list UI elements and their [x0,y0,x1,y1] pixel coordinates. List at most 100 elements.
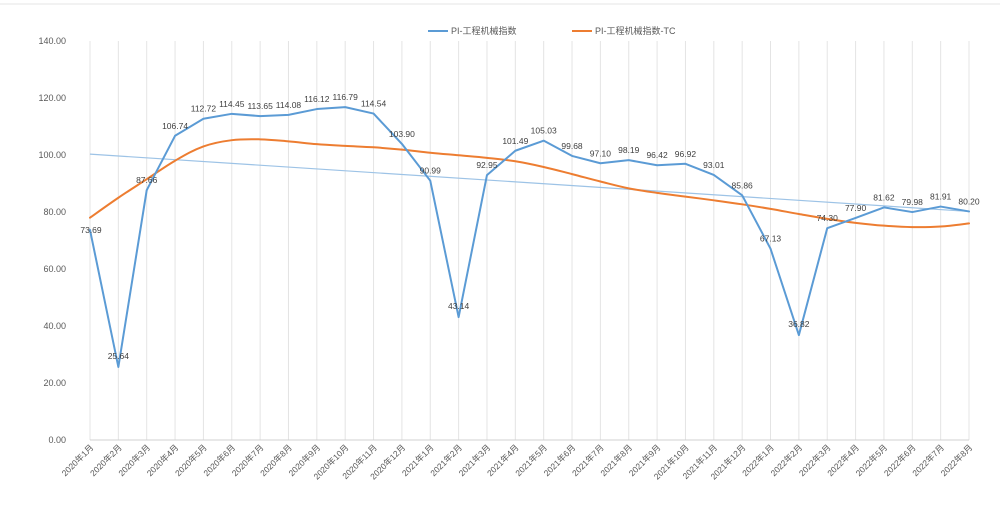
data-label: 43.14 [448,301,470,311]
series-1-point-24 [769,208,772,210]
series-1-point-26 [826,218,829,220]
data-label: 81.91 [930,192,952,202]
series-0-point-11 [401,143,403,145]
series-0-point-29 [911,211,914,213]
data-label: 106.74 [162,121,188,131]
series-0-point-15 [514,149,517,152]
y-tick-label: 140.00 [38,36,66,46]
series-1-point-27 [854,222,857,224]
series-0-point-30 [939,205,942,208]
y-tick-label: 120.00 [38,93,66,103]
series-0-point-26 [826,227,829,230]
y-tick-label: 60.00 [43,264,66,274]
series-0-point-2 [145,189,148,191]
y-tick-label: 80.00 [43,207,66,217]
series-1-point-9 [344,145,346,147]
vertical-gridlines [89,41,970,441]
series-0-point-24 [769,247,772,250]
series-0-point-1 [117,366,120,368]
data-label: 114.45 [219,99,245,109]
y-tick-label: 20.00 [43,378,66,388]
data-label: 79.98 [902,197,924,207]
data-label: 92.95 [476,160,498,170]
data-label: 99.68 [561,141,583,151]
series-0-point-28 [883,206,885,209]
data-label: 97.10 [590,148,612,158]
y-tick-label: 100.00 [38,150,66,160]
series-1-point-6 [259,138,261,141]
series-0-point-7 [287,114,290,116]
data-label: 67.13 [760,234,782,244]
series-1-point-25 [798,213,800,215]
series-1-point-13 [457,154,460,157]
data-label: 73.69 [80,225,102,235]
series-0-point-23 [741,194,743,197]
series-1-point-4 [202,145,205,148]
series-1-point-22 [713,199,715,202]
series-0-point-31 [968,210,970,213]
series-1-point-5 [230,139,233,141]
series-1-point-31 [968,222,970,225]
series-0-point-10 [372,112,375,115]
data-label: 77.90 [845,203,867,213]
data-label: 87.66 [136,175,158,185]
series-1-point-3 [174,159,176,162]
series-0-point-22 [713,174,715,176]
series-line-0 [89,106,970,368]
series-0-point-16 [542,139,545,142]
y-tick-label: 0.00 [48,435,66,445]
series-1-point-7 [287,140,290,143]
series-0-point-14 [486,174,488,176]
y-tick-label: 40.00 [43,321,66,331]
data-label: 74.30 [817,213,839,223]
series-1-point-18 [599,180,602,183]
data-label: 112.72 [191,104,217,114]
series-1-point-30 [939,225,942,228]
series-1-point-14 [486,157,488,159]
data-label: 114.08 [276,100,302,110]
data-label: 116.12 [304,94,330,104]
series-0-point-8 [316,108,318,110]
legend-label-0: PI-工程机械指数 [451,25,517,36]
data-label: 113.65 [247,101,273,111]
series-1-point-10 [372,146,375,149]
series-0-point-27 [854,217,857,219]
series-0-point-0 [89,229,91,231]
series-0-point-19 [627,159,630,161]
series-0-point-20 [656,164,658,167]
data-label: 36.82 [788,319,810,329]
data-label: 81.62 [873,192,895,202]
series-1-point-16 [542,166,545,168]
series-1-point-8 [316,143,318,145]
data-label: 114.54 [361,99,387,109]
series-1-point-29 [911,226,914,228]
series-1-point-12 [429,151,432,154]
series-1-point-2 [145,178,148,181]
linear-trendline [89,153,970,213]
series-1-point-1 [117,196,120,199]
series-1-point-28 [883,224,885,227]
data-label: 101.49 [502,136,528,146]
series-0-point-5 [230,113,233,115]
data-label: 90.99 [420,166,442,176]
data-label: 85.86 [732,180,754,190]
series-0-point-13 [457,316,460,318]
series-1-point-21 [684,195,687,198]
data-label: 98.19 [618,145,640,155]
series-0-point-3 [174,134,176,137]
series-0-point-6 [259,115,261,117]
data-label: 80.20 [958,196,980,206]
series-1-point-11 [401,148,403,151]
series-1-point-17 [571,173,573,175]
series-1-point-20 [656,192,658,194]
series-layer [89,106,970,368]
series-0-point-12 [429,179,432,182]
series-0-point-9 [344,106,346,108]
series-0-point-21 [684,162,687,165]
data-label: 96.42 [646,150,668,160]
series-1-point-0 [89,216,91,219]
legend: PI-工程机械指数 PI-工程机械指数-TC [428,25,676,36]
data-label: 105.03 [531,126,557,136]
